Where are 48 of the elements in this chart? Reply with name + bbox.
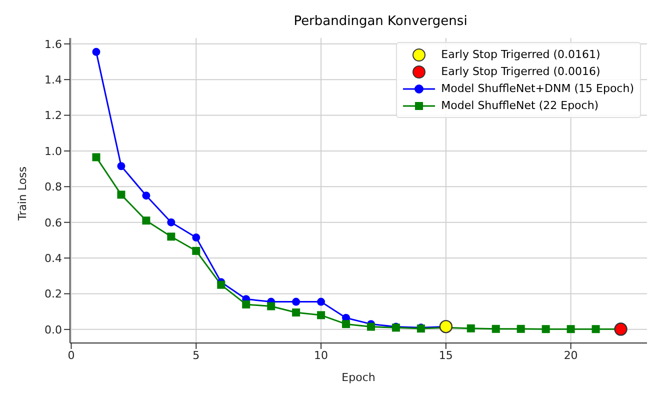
legend-label: Model ShuffleNet (22 Epoch) <box>441 98 599 114</box>
y-tick-label: 0.2 <box>44 288 62 301</box>
x-tick-label: 0 <box>68 348 75 362</box>
point <box>267 302 276 310</box>
point <box>566 325 575 334</box>
point <box>117 190 126 199</box>
point <box>167 232 176 241</box>
y-tick-label: 1.4 <box>44 73 62 86</box>
y-tick-label: 0.0 <box>44 323 62 336</box>
x-tick-label: 20 <box>564 348 578 362</box>
legend-label: Model ShuffleNet+DNM (15 Epoch) <box>441 81 634 97</box>
point <box>192 234 200 242</box>
point <box>192 246 200 255</box>
point <box>292 298 300 306</box>
y-tick-label: 0.8 <box>44 180 62 194</box>
point <box>142 192 150 200</box>
point <box>492 324 500 333</box>
point <box>317 311 326 320</box>
y-tick-label: 0.6 <box>44 216 62 230</box>
y-tick-label: 1.6 <box>44 38 62 51</box>
point <box>542 325 550 334</box>
legend-label: Early Stop Trigerred (0.0161) <box>441 47 600 63</box>
y-tick-label: 1.2 <box>44 109 62 122</box>
legend-label: Early Stop Trigerred (0.0016) <box>441 64 600 80</box>
point <box>142 216 150 225</box>
point <box>439 320 453 334</box>
point <box>342 320 350 328</box>
point <box>366 322 375 331</box>
point <box>317 298 326 306</box>
y-tick-label: 0.4 <box>44 252 62 265</box>
point <box>516 324 525 333</box>
point <box>217 280 226 289</box>
x-tick-label: 5 <box>192 348 200 362</box>
point <box>466 324 475 332</box>
point <box>242 300 250 308</box>
point <box>614 322 628 336</box>
point <box>592 325 600 334</box>
point <box>167 218 176 226</box>
y-tick-label: 1.0 <box>44 144 62 158</box>
point <box>92 48 100 56</box>
y-axis-title: Train Loss <box>16 166 29 222</box>
x-tick-label: 10 <box>314 348 328 362</box>
x-axis-title: Epoch <box>342 371 376 384</box>
point <box>292 308 300 316</box>
x-tick-label: 15 <box>438 348 453 362</box>
point <box>92 153 100 162</box>
point <box>117 162 126 170</box>
chart-title: Perbandingan Konvergensi <box>292 14 468 29</box>
